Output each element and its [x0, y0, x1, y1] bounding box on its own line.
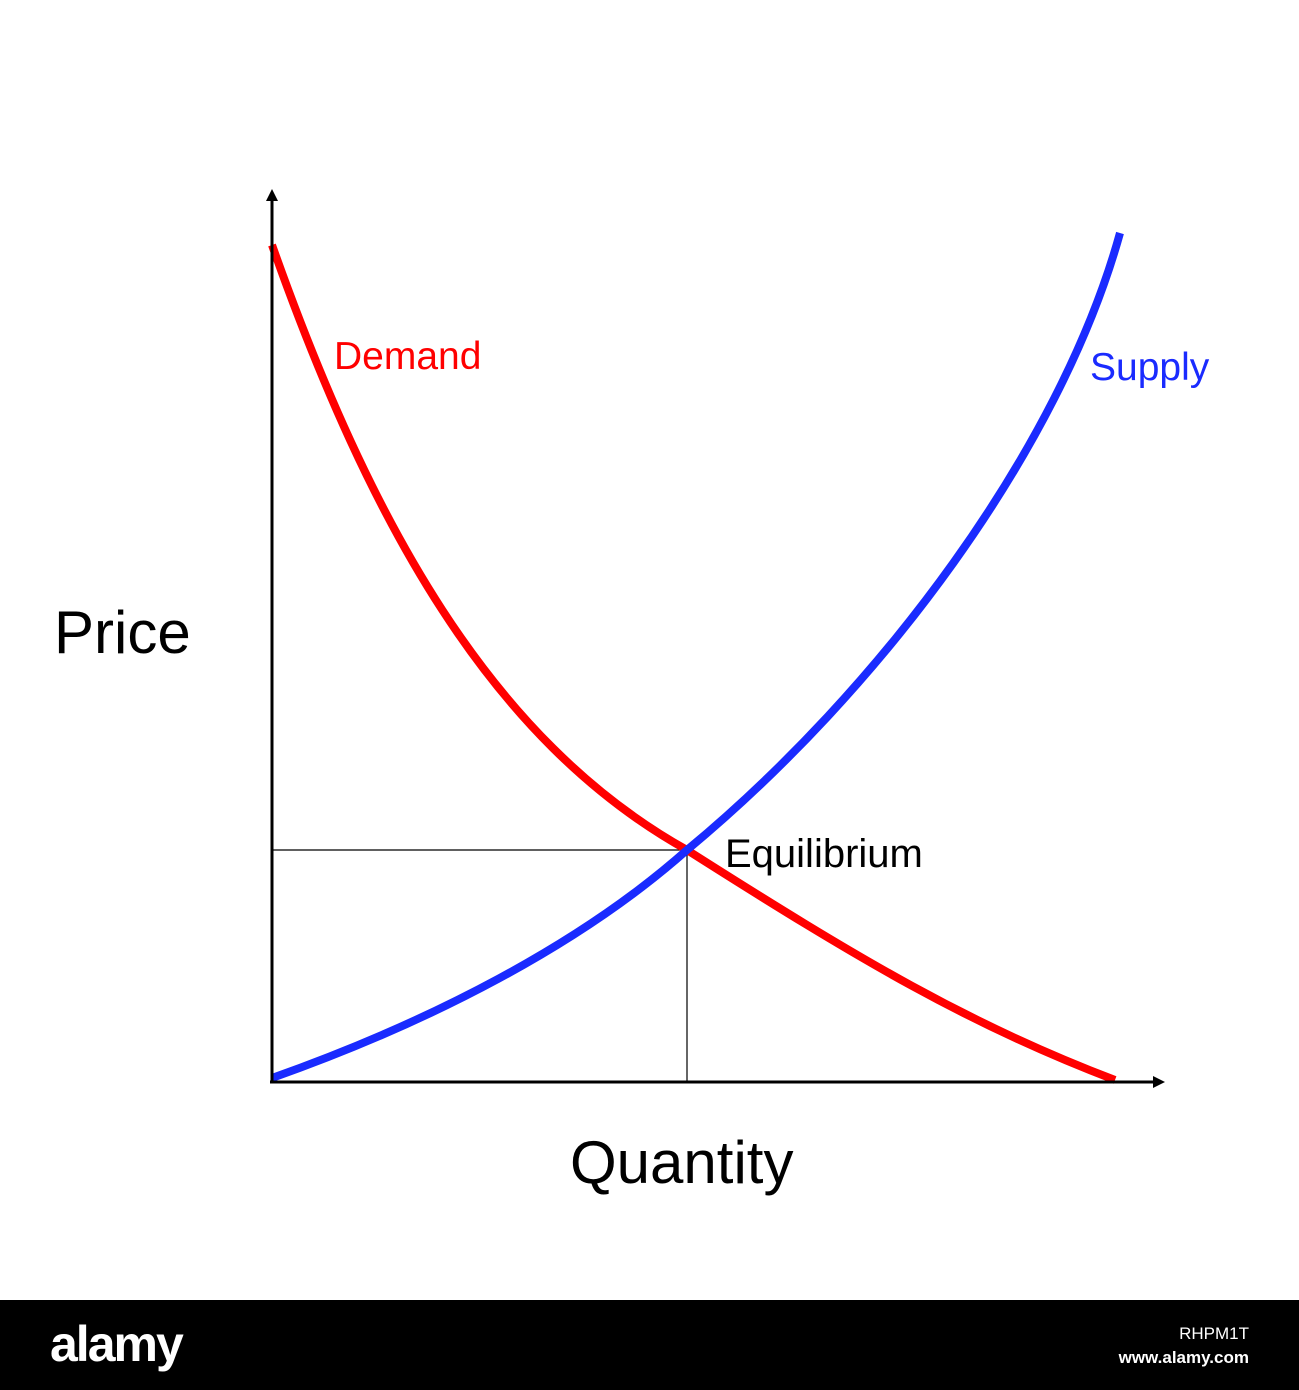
chart-canvas: Price Quantity Demand Supply Equilibrium — [54, 189, 1210, 1196]
y-axis-label: Price — [54, 599, 191, 666]
site-url: www.alamy.com — [1118, 1348, 1249, 1367]
image-id: RHPM1T — [1179, 1324, 1249, 1343]
supply-curve — [270, 231, 1124, 1082]
demand-curve — [268, 243, 1117, 1084]
alamy-logo: alamy — [50, 1316, 184, 1372]
watermark-footer: alamy RHPM1T www.alamy.com — [0, 1300, 1299, 1390]
supply-demand-chart: Price Quantity Demand Supply Equilibrium — [54, 189, 1210, 1196]
equilibrium-label: Equilibrium — [725, 832, 923, 876]
demand-label: Demand — [334, 335, 481, 378]
x-axis-label: Quantity — [570, 1129, 793, 1196]
supply-label: Supply — [1090, 346, 1210, 389]
